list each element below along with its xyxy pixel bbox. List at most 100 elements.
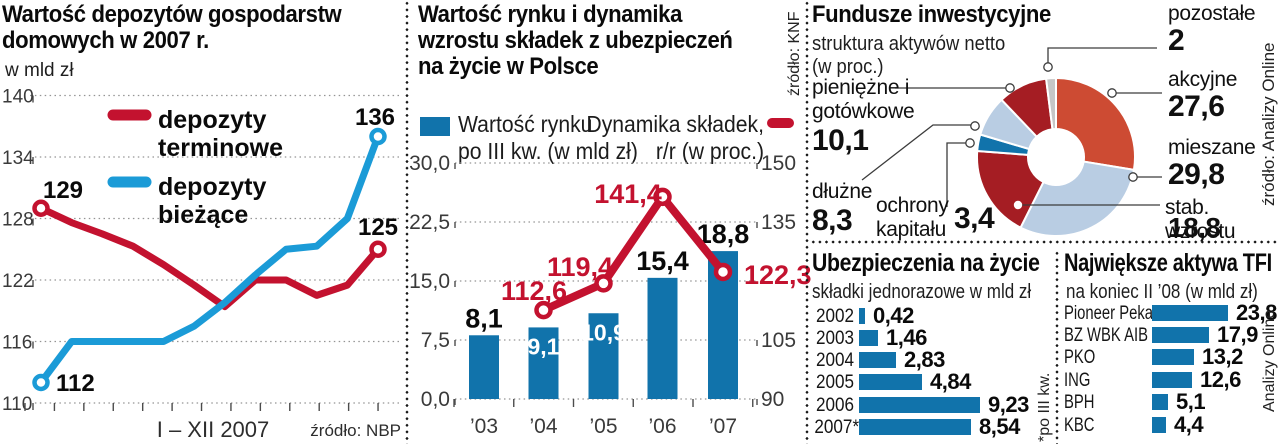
pie-value-stab-wzrostu: 18,8 (1168, 212, 1221, 243)
bar (859, 397, 980, 413)
svg-text:’05: ’05 (589, 415, 617, 438)
bar-’05 (588, 313, 619, 399)
bar-row-BZ WBK AIB: BZ WBK AIB 17,9 (1062, 322, 1279, 347)
leader-dot (1005, 83, 1015, 93)
bar-row-2003: 2003 1,46 (810, 326, 1057, 350)
svg-text:22,5: 22,5 (409, 211, 450, 234)
panel-life-insurance: Ubezpieczenia na życie składki jednorazo… (810, 250, 1057, 444)
bar-value: 5,1 (1176, 389, 1206, 414)
svg-text:’06: ’06 (648, 415, 676, 438)
separator-vertical-3 (1055, 250, 1059, 444)
dynamics-line (539, 192, 727, 315)
line-series (37, 133, 382, 386)
insurance-combo-chart: 0,0 7,5 15,0 22,5 30,0 90 105 135 150 ’03 ’04 ’05 ’0… (409, 152, 811, 438)
separator-vertical-2 (805, 0, 809, 444)
svg-text:110: 110 (2, 394, 32, 415)
svg-text:141,4: 141,4 (594, 179, 662, 209)
svg-text:I – XII 2007: I – XII 2007 (157, 417, 270, 442)
svg-text:112,6: 112,6 (501, 276, 567, 306)
tfi-title: Największe aktywa TFI (1064, 249, 1272, 277)
pie-label-mieszane: mieszane (1168, 136, 1256, 159)
bar-value: 17,9 (1217, 322, 1258, 347)
bar-row-label: 2005 (815, 372, 854, 393)
life-subtitle: składki jednorazowe w mld zł (812, 281, 1032, 303)
bar-row-KBC: KBC 4,4 (1062, 413, 1279, 437)
bar-value: 9,23 (988, 392, 1029, 417)
pie-value-pieniezne: 10,1 (812, 124, 869, 157)
separator-horizontal-1 (810, 240, 1279, 244)
bar-row-2002: 2002 0,42 (810, 303, 1057, 328)
pie-value-pozostale: 2 (1168, 24, 1185, 57)
separator-vertical-1 (405, 0, 409, 444)
legend-bar-label-line1: Wartość rynku (458, 111, 593, 137)
bar-row-PKO: PKO 13,2 (1062, 344, 1279, 369)
pie-slice-mieszane (1019, 160, 1135, 237)
bar-value: 13,2 (1202, 344, 1243, 369)
bar (859, 352, 896, 368)
line-marker (653, 187, 672, 207)
source-knf: źródło: KNF (786, 11, 803, 96)
bar-row-label: 2002 (815, 306, 854, 327)
svg-text:90: 90 (761, 388, 784, 411)
svg-text:7,5: 7,5 (421, 329, 450, 352)
pie-label-pieniezne: pieniężne i gotówkowe (812, 76, 915, 123)
bar (1152, 417, 1166, 433)
panel-insurance: Wartość rynku i dynamika wzrostu składek… (409, 0, 811, 444)
line-marker (534, 300, 553, 320)
legend-bar-swatch (420, 117, 450, 136)
legend-bar-label-line2: po III kw. (w mld zł) (458, 138, 638, 164)
bar (1152, 394, 1168, 410)
bar-row-label: 2004 (815, 350, 854, 371)
bar-’03 (469, 335, 499, 399)
bar (1152, 327, 1209, 343)
insurance-title-line2: wzrostu składek z ubezpieczeń (418, 27, 733, 54)
bar-row-label: ING (1064, 370, 1091, 391)
bar (1152, 349, 1194, 365)
bar-row-BPH: BPH 5,1 (1062, 389, 1279, 414)
svg-text:depozyty: depozyty (158, 173, 266, 201)
pie-label-stab-wzrostu: stab. wzrostu (1165, 196, 1236, 243)
end-marker (32, 199, 50, 217)
deposits-unit-label: w mld zł (5, 60, 74, 81)
pie-label-ochrony: ochrony kapitału (876, 194, 949, 241)
svg-text:30,0: 30,0 (409, 152, 450, 175)
svg-text:0,0: 0,0 (421, 388, 450, 411)
svg-text:9,1: 9,1 (528, 333, 560, 359)
funds-subtitle-line2: (w proc.) (812, 56, 884, 78)
svg-text:’04: ’04 (529, 415, 557, 438)
source-analizy-online-tfi: Analizy Online (1261, 309, 1278, 412)
svg-text:135: 135 (761, 211, 796, 234)
leader-line (1047, 47, 1157, 63)
bar-row-label: BZ WBK AIB (1064, 325, 1149, 346)
bar-value: 0,42 (873, 303, 914, 328)
deposits-title: Wartość depozytów gospodarstw domowych w… (2, 1, 342, 54)
svg-text:terminowe: terminowe (158, 134, 283, 162)
bar-value: 12,6 (1200, 367, 1241, 392)
pie-label-pozostale: pozostałe (1168, 2, 1256, 25)
tfi-subtitle: na koniec II ’08 (w mld zł) (1066, 281, 1258, 303)
insurance-title: Wartość rynku i dynamika wzrostu składek… (418, 2, 733, 80)
leader-dot (1043, 62, 1053, 72)
deposits-title-line1: Wartość depozytów gospodarstw (2, 1, 342, 28)
line-series (37, 204, 382, 311)
svg-text:15,0: 15,0 (409, 270, 450, 293)
life-title: Ubezpieczenia na życie (812, 249, 1040, 277)
funds-subtitle-line1: struktura aktywów netto (812, 33, 1006, 55)
svg-text:105: 105 (761, 329, 796, 352)
line-marker (713, 262, 733, 282)
life-footnote: *po III kw. (1036, 372, 1053, 442)
bar-row-2006: 2006 9,23 (810, 392, 1057, 417)
pie-label-akcyjne: akcyjne (1168, 68, 1238, 91)
pie-value-dluzne: 8,3 (812, 204, 853, 237)
svg-text:10,9: 10,9 (581, 319, 626, 345)
bar-value: 23,8 (1236, 300, 1277, 325)
bar-row-label: Pioneer Pekao (1064, 303, 1162, 324)
svg-text:140: 140 (2, 87, 34, 108)
deposits-line-chart: 140134128122116110129125112136depozytyte… (2, 87, 402, 442)
svg-text:bieżące: bieżące (158, 201, 248, 229)
pie-slice-stab. wzrostu (976, 150, 1045, 229)
panel-funds: Fundusze inwestycyjne struktura aktywów … (810, 0, 1279, 244)
svg-text:129: 129 (43, 177, 83, 204)
bar (859, 374, 922, 390)
legend-line-swatch (767, 118, 794, 128)
